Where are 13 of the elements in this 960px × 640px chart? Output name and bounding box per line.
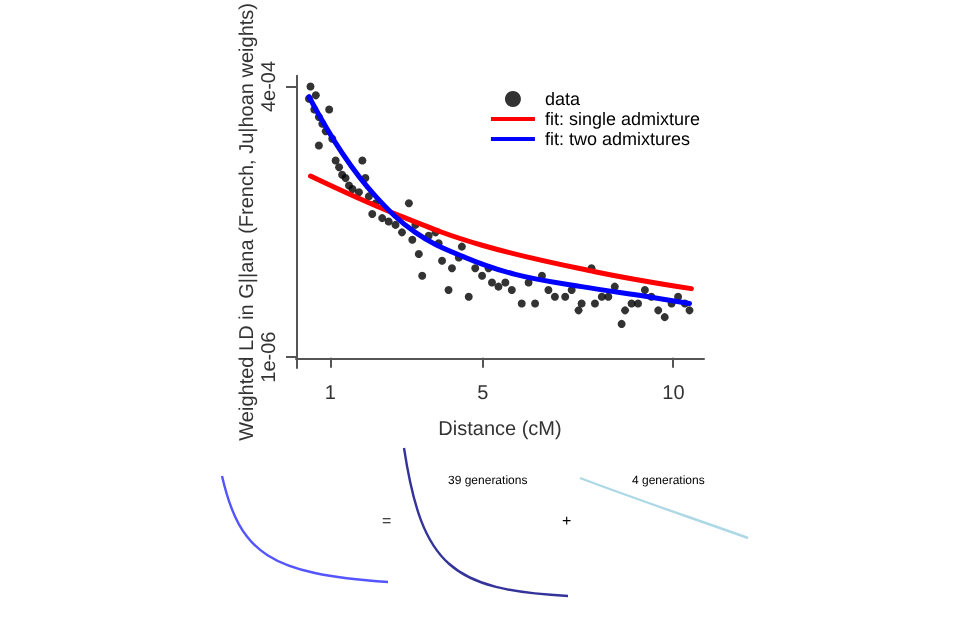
y-tick-label: 4e-04 (259, 60, 281, 113)
x-tick-label: 10 (662, 383, 686, 405)
x-axis-title: Distance (cM) (438, 419, 562, 441)
text: = (382, 512, 392, 530)
y-tick-label: 1e-06 (259, 330, 281, 383)
legend-label: fit: single admixture (544, 109, 701, 129)
y-axis-title: Weighted LD in G||ana (French, Ju|hoan weights) (237, 2, 260, 441)
x-tick-label: 1 (324, 383, 337, 405)
x-tick-label: 5 (477, 383, 490, 405)
line-series (307, 173, 694, 292)
legend-label: fit: two admixtures (544, 129, 691, 149)
text: + (562, 512, 572, 530)
legend-label: data (544, 89, 580, 109)
